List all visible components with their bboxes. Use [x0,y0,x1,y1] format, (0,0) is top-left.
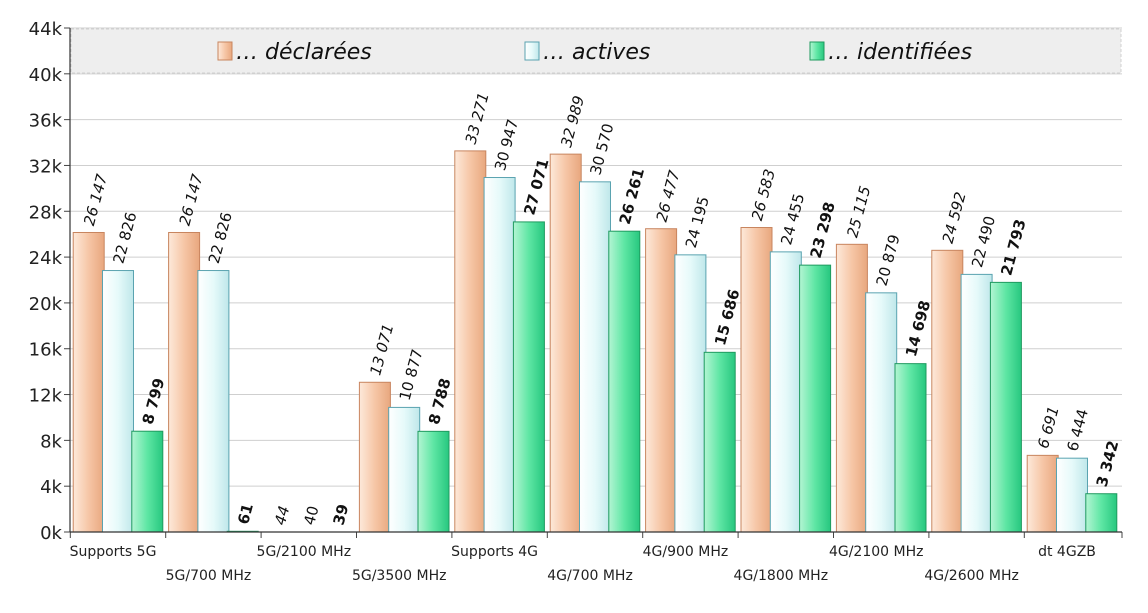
bar [931,249,964,533]
data-label: 26 477 [653,168,684,224]
bar [131,430,164,533]
y-tick-label: 28k [29,202,63,223]
bar [960,273,993,533]
data-label: 8 799 [139,376,169,426]
data-label: 61 [234,502,257,527]
y-tick-label: 24k [29,248,63,269]
bar [417,430,450,533]
data-label: 15 686 [711,287,743,347]
legend-label: … actives [543,40,650,65]
bar [1026,454,1059,533]
legend-swatch [809,41,825,61]
data-label: 21 793 [997,217,1029,277]
bar [769,251,802,533]
data-label: 26 147 [80,172,111,228]
bar [989,281,1022,533]
y-tick-label: 16k [29,340,63,361]
y-tick-label: 40k [29,65,63,86]
bar [740,227,773,533]
legend-swatch [217,41,233,61]
x-tick-label: 4G/1800 MHz [734,568,829,584]
data-label: 24 592 [939,190,970,245]
legend-swatch [524,41,540,61]
legend: … déclarées … actives … identifiées [70,28,1122,74]
legend-label: … déclarées [236,40,372,65]
bar [674,254,707,533]
data-label: 8 788 [425,376,455,426]
bar [549,153,582,533]
data-label: 6 691 [1034,404,1063,450]
bar [72,231,105,533]
data-label: 14 698 [902,299,934,359]
data-label: 40 [300,504,322,527]
x-tick-label: 4G/2100 MHz [829,544,924,560]
data-label: 6 444 [1063,407,1092,453]
bar [512,221,545,533]
bars [72,150,1118,533]
data-label: 30 947 [491,117,522,172]
x-tick-label: 5G/2100 MHz [257,544,352,560]
x-tick-label: 4G/2600 MHz [924,568,1019,584]
data-label: 13 071 [366,322,397,377]
data-label: 44 [271,504,293,527]
y-tick-label: 8k [40,431,62,452]
bar [894,363,927,533]
y-tick-label: 4k [40,477,62,498]
bar [1085,493,1118,533]
y-tick-label: 20k [29,294,63,315]
bar [835,243,868,533]
x-tick-label: dt 4GZB [1038,544,1096,560]
bar [579,181,611,533]
bar [608,230,641,533]
legend-box [70,28,1122,74]
y-tick-label: 32k [29,156,63,177]
x-tick-label: 5G/3500 MHz [352,568,447,584]
y-tick-label: 44k [29,19,63,40]
y-tick-label: 36k [29,111,63,132]
x-tick-label: 4G/900 MHz [643,544,729,560]
data-label: 24 455 [777,192,808,247]
x-tick-label: 5G/700 MHz [166,568,252,584]
data-label: 23 298 [807,200,839,260]
data-label: 26 147 [176,172,207,228]
data-label: 30 570 [586,121,617,176]
y-tick-label: 0k [40,523,62,544]
axes: 0k 4k 8k 12k 16k 20k 24k 28k 32k 36k 40k 44k Support… [29,19,1123,584]
bar [102,270,134,533]
bar [358,381,391,533]
legend-label: … identifiées [828,40,972,65]
data-label: 32 989 [557,94,588,149]
y-tick-label: 12k [29,386,63,407]
data-label: 3 342 [1093,439,1123,489]
data-label: 26 261 [616,166,648,226]
bar [1056,457,1088,533]
data-label: 24 195 [682,195,713,250]
bar [645,228,678,533]
bar [168,231,201,533]
bar [703,351,736,533]
x-tick-label: 4G/700 MHz [547,568,633,584]
data-label: 20 879 [873,233,904,288]
data-label: 26 583 [748,167,779,222]
bar [483,177,516,533]
data-label: 22 490 [968,214,999,269]
data-label: 39 [330,502,353,527]
bar [799,264,832,533]
bar [388,406,421,533]
bar [865,292,898,533]
bar [197,270,230,533]
data-label: 33 271 [462,91,493,146]
x-tick-label: Supports 5G [70,544,157,560]
x-tick-label: Supports 4G [451,544,538,560]
bar [454,150,487,533]
